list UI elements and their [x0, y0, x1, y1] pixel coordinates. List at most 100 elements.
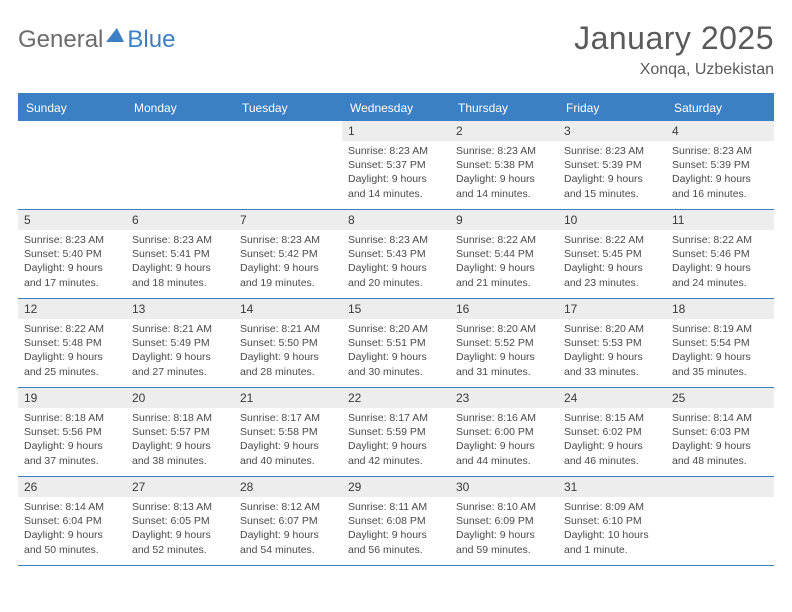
day-details: Sunrise: 8:20 AMSunset: 5:51 PMDaylight:… [342, 319, 450, 385]
day-number: 2 [450, 121, 558, 141]
day-number: 7 [234, 210, 342, 230]
calendar-week-row: 12Sunrise: 8:22 AMSunset: 5:48 PMDayligh… [18, 299, 774, 388]
sunrise-line: Sunrise: 8:23 AM [132, 233, 228, 247]
day-number: 5 [18, 210, 126, 230]
daylight-line: Daylight: 9 hours and 46 minutes. [564, 439, 660, 467]
calendar-week-row: 5Sunrise: 8:23 AMSunset: 5:40 PMDaylight… [18, 210, 774, 299]
sunrise-line: Sunrise: 8:22 AM [24, 322, 120, 336]
sunset-line: Sunset: 5:58 PM [240, 425, 336, 439]
calendar-day-cell: 18Sunrise: 8:19 AMSunset: 5:54 PMDayligh… [666, 299, 774, 387]
sunset-line: Sunset: 5:39 PM [564, 158, 660, 172]
sunrise-line: Sunrise: 8:17 AM [240, 411, 336, 425]
sunset-line: Sunset: 5:59 PM [348, 425, 444, 439]
calendar-day-cell: 13Sunrise: 8:21 AMSunset: 5:49 PMDayligh… [126, 299, 234, 387]
day-details: Sunrise: 8:23 AMSunset: 5:37 PMDaylight:… [342, 141, 450, 207]
calendar-day-cell: 4Sunrise: 8:23 AMSunset: 5:39 PMDaylight… [666, 121, 774, 209]
day-details: Sunrise: 8:23 AMSunset: 5:39 PMDaylight:… [558, 141, 666, 207]
header: General Blue January 2025 Xonqa, Uzbekis… [18, 20, 774, 79]
sunrise-line: Sunrise: 8:10 AM [456, 500, 552, 514]
calendar-day-cell: 30Sunrise: 8:10 AMSunset: 6:09 PMDayligh… [450, 477, 558, 565]
sunrise-line: Sunrise: 8:17 AM [348, 411, 444, 425]
day-number-empty [234, 121, 342, 141]
sunrise-line: Sunrise: 8:14 AM [24, 500, 120, 514]
sunset-line: Sunset: 5:57 PM [132, 425, 228, 439]
daylight-line: Daylight: 9 hours and 37 minutes. [24, 439, 120, 467]
day-number: 17 [558, 299, 666, 319]
daylight-line: Daylight: 9 hours and 35 minutes. [672, 350, 768, 378]
day-number: 19 [18, 388, 126, 408]
sunrise-line: Sunrise: 8:18 AM [24, 411, 120, 425]
title-block: January 2025 Xonqa, Uzbekistan [574, 20, 774, 79]
sunrise-line: Sunrise: 8:22 AM [672, 233, 768, 247]
daylight-line: Daylight: 9 hours and 42 minutes. [348, 439, 444, 467]
calendar-day-cell: 31Sunrise: 8:09 AMSunset: 6:10 PMDayligh… [558, 477, 666, 565]
daylight-line: Daylight: 9 hours and 25 minutes. [24, 350, 120, 378]
calendar-day-cell: 10Sunrise: 8:22 AMSunset: 5:45 PMDayligh… [558, 210, 666, 298]
daylight-line: Daylight: 9 hours and 33 minutes. [564, 350, 660, 378]
sunset-line: Sunset: 5:56 PM [24, 425, 120, 439]
sunrise-line: Sunrise: 8:12 AM [240, 500, 336, 514]
sunset-line: Sunset: 5:40 PM [24, 247, 120, 261]
day-details: Sunrise: 8:22 AMSunset: 5:46 PMDaylight:… [666, 230, 774, 296]
sunrise-line: Sunrise: 8:22 AM [564, 233, 660, 247]
calendar-day-cell: 19 Sunrise: 8:18 AMSunset: 5:56 PMDayligh… [18, 388, 126, 476]
calendar-day-cell: 28Sunrise: 8:12 AMSunset: 6:07 PMDayligh… [234, 477, 342, 565]
calendar-week-row: 1Sunrise: 8:23 AMSunset: 5:37 PMDaylight… [18, 121, 774, 210]
day-details: Sunrise: 8:23 AMSunset: 5:42 PMDaylight:… [234, 230, 342, 296]
day-details: Sunrise: 8:21 AMSunset: 5:50 PMDaylight:… [234, 319, 342, 385]
day-number: 1 [342, 121, 450, 141]
sunset-line: Sunset: 6:00 PM [456, 425, 552, 439]
day-details: Sunrise: 8:22 AMSunset: 5:45 PMDaylight:… [558, 230, 666, 296]
day-details: Sunrise: 8:18 AMSunset: 5:57 PMDaylight:… [126, 408, 234, 474]
sunset-line: Sunset: 6:02 PM [564, 425, 660, 439]
calendar-header-cell: Tuesday [234, 95, 342, 121]
calendar-header-cell: Saturday [666, 95, 774, 121]
daylight-line: Daylight: 9 hours and 54 minutes. [240, 528, 336, 556]
daylight-line: Daylight: 9 hours and 31 minutes. [456, 350, 552, 378]
day-number: 3 [558, 121, 666, 141]
day-details: Sunrise: 8:23 AMSunset: 5:43 PMDaylight:… [342, 230, 450, 296]
day-details: Sunrise: 8:14 AMSunset: 6:03 PMDaylight:… [666, 408, 774, 474]
daylight-line: Daylight: 9 hours and 18 minutes. [132, 261, 228, 289]
sunset-line: Sunset: 5:51 PM [348, 336, 444, 350]
location-label: Xonqa, Uzbekistan [574, 61, 774, 79]
day-number: 16 [450, 299, 558, 319]
daylight-line: Daylight: 9 hours and 38 minutes. [132, 439, 228, 467]
sunrise-line: Sunrise: 8:13 AM [132, 500, 228, 514]
calendar-header-cell: Thursday [450, 95, 558, 121]
sunrise-line: Sunrise: 8:23 AM [564, 144, 660, 158]
sunset-line: Sunset: 5:38 PM [456, 158, 552, 172]
calendar-day-cell: 9Sunrise: 8:22 AMSunset: 5:44 PMDaylight… [450, 210, 558, 298]
day-number: 14 [234, 299, 342, 319]
sunset-line: Sunset: 5:53 PM [564, 336, 660, 350]
calendar-day-cell: 26Sunrise: 8:14 AMSunset: 6:04 PMDayligh… [18, 477, 126, 565]
day-number: 12 [18, 299, 126, 319]
calendar-day-cell: 17Sunrise: 8:20 AMSunset: 5:53 PMDayligh… [558, 299, 666, 387]
daylight-line: Daylight: 9 hours and 14 minutes. [456, 172, 552, 200]
daylight-line: Daylight: 9 hours and 15 minutes. [564, 172, 660, 200]
daylight-line: Daylight: 9 hours and 27 minutes. [132, 350, 228, 378]
day-details: Sunrise: 8:11 AMSunset: 6:08 PMDaylight:… [342, 497, 450, 563]
day-number: 31 [558, 477, 666, 497]
sunrise-line: Sunrise: 8:23 AM [24, 233, 120, 247]
sunset-line: Sunset: 6:04 PM [24, 514, 120, 528]
calendar-day-cell: 27Sunrise: 8:13 AMSunset: 6:05 PMDayligh… [126, 477, 234, 565]
day-details: Sunrise: 8:13 AMSunset: 6:05 PMDaylight:… [126, 497, 234, 563]
day-details: Sunrise: 8:17 AMSunset: 5:58 PMDaylight:… [234, 408, 342, 474]
calendar-day-cell: 1Sunrise: 8:23 AMSunset: 5:37 PMDaylight… [342, 121, 450, 209]
calendar-day-cell: 23Sunrise: 8:16 AMSunset: 6:00 PMDayligh… [450, 388, 558, 476]
calendar-week-row: 26Sunrise: 8:14 AMSunset: 6:04 PMDayligh… [18, 477, 774, 566]
calendar-day-cell: 20Sunrise: 8:18 AMSunset: 5:57 PMDayligh… [126, 388, 234, 476]
daylight-line: Daylight: 9 hours and 56 minutes. [348, 528, 444, 556]
day-number: 10 [558, 210, 666, 230]
day-number: 21 [234, 388, 342, 408]
sunset-line: Sunset: 5:42 PM [240, 247, 336, 261]
logo: General Blue [18, 26, 175, 54]
calendar-day-cell: 25Sunrise: 8:14 AMSunset: 6:03 PMDayligh… [666, 388, 774, 476]
sunrise-line: Sunrise: 8:16 AM [456, 411, 552, 425]
calendar-empty-cell [234, 121, 342, 209]
sunset-line: Sunset: 6:10 PM [564, 514, 660, 528]
day-number: 30 [450, 477, 558, 497]
calendar-day-cell: 3Sunrise: 8:23 AMSunset: 5:39 PMDaylight… [558, 121, 666, 209]
sunrise-line: Sunrise: 8:21 AM [132, 322, 228, 336]
